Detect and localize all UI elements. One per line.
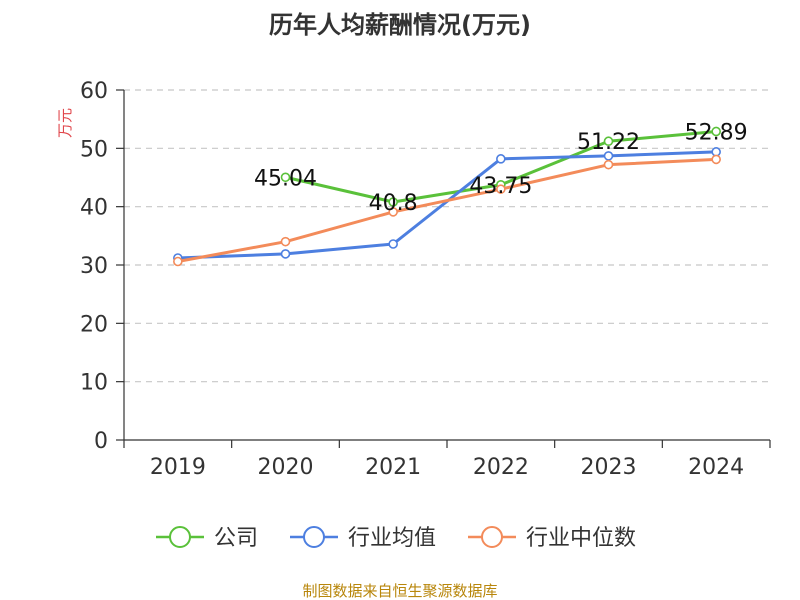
source-note: 制图数据来自恒生聚源数据库 [302, 582, 497, 600]
data-label: 45.04 [254, 166, 317, 191]
legend-item: 行业均值 [290, 526, 436, 551]
data-point [388, 197, 398, 207]
legend-swatch-marker [481, 526, 503, 548]
y-tick-label: 10 [80, 371, 108, 396]
data-point [173, 256, 183, 267]
data-point [496, 184, 506, 194]
y-tick-label: 0 [94, 429, 108, 454]
legend-swatch-marker [169, 526, 191, 548]
series-2 [173, 154, 721, 267]
x-tick-label: 2023 [581, 455, 637, 480]
data-label: 43.75 [469, 174, 532, 199]
data-point [280, 236, 291, 247]
data-point [388, 207, 398, 217]
x-tick-labels: 2019 2020 2021 2022 2023 2024 [150, 455, 744, 480]
series-1 [173, 147, 721, 263]
series-group [173, 126, 721, 267]
y-tick-label: 40 [80, 196, 108, 221]
data-point [496, 154, 506, 164]
y-axis-label: 万元 [56, 108, 74, 138]
data-labels: 45.04 40.8 43.75 51.22 52.89 [254, 120, 748, 216]
data-label: 52.89 [685, 120, 748, 145]
y-tick-label: 60 [80, 79, 108, 104]
legend-label: 公司 [214, 526, 258, 551]
chart-title: 历年人均薪酬情况(万元) [269, 11, 531, 39]
series-line [177, 157, 717, 263]
legend-item: 行业中位数 [468, 526, 636, 551]
x-tick-label: 2021 [365, 455, 421, 480]
axes [116, 89, 771, 448]
x-tick-label: 2019 [150, 455, 206, 480]
legend: 公司 行业均值 行业中位数 [156, 526, 636, 551]
data-label: 51.22 [577, 130, 640, 155]
data-point [388, 239, 398, 249]
data-point [711, 126, 721, 137]
legend-label: 行业均值 [348, 526, 436, 551]
data-point [280, 249, 291, 259]
data-point [603, 159, 614, 170]
data-label: 40.8 [369, 191, 418, 216]
legend-item: 公司 [156, 526, 258, 551]
data-point [280, 172, 291, 183]
x-tick-label: 2022 [473, 455, 529, 480]
legend-label: 行业中位数 [526, 526, 636, 551]
data-point [603, 136, 614, 147]
legend-swatch-marker [303, 526, 325, 548]
data-point [711, 154, 721, 165]
x-tick-label: 2024 [688, 455, 744, 480]
gridlines [124, 89, 770, 383]
y-tick-label: 50 [80, 137, 108, 162]
y-tick-label: 30 [80, 254, 108, 279]
y-tick-labels: 0 10 20 30 40 50 60 [80, 79, 108, 454]
y-tick-label: 20 [80, 312, 108, 337]
x-tick-label: 2020 [258, 455, 314, 480]
